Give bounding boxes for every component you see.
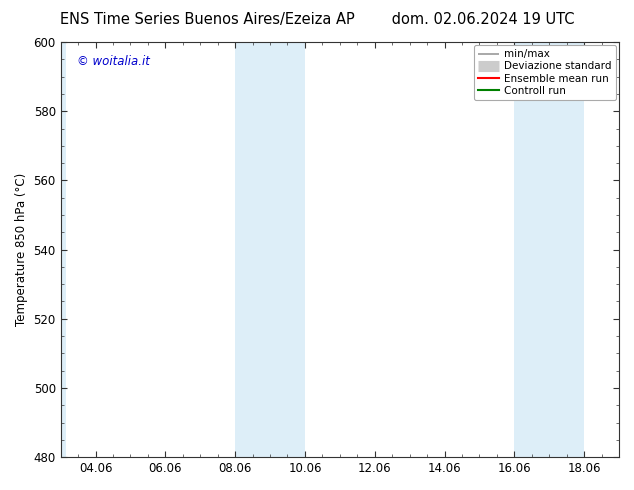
- Bar: [235, 42, 305, 457]
- Legend: min/max, Deviazione standard, Ensemble mean run, Controll run: min/max, Deviazione standard, Ensemble m…: [474, 45, 616, 100]
- Y-axis label: Temperature 850 hPa (°C): Temperature 850 hPa (°C): [15, 173, 28, 326]
- Bar: [514, 42, 584, 457]
- Text: © woitalia.it: © woitalia.it: [77, 54, 150, 68]
- Bar: [61, 42, 66, 457]
- Text: ENS Time Series Buenos Aires/Ezeiza AP        dom. 02.06.2024 19 UTC: ENS Time Series Buenos Aires/Ezeiza AP d…: [60, 12, 574, 27]
